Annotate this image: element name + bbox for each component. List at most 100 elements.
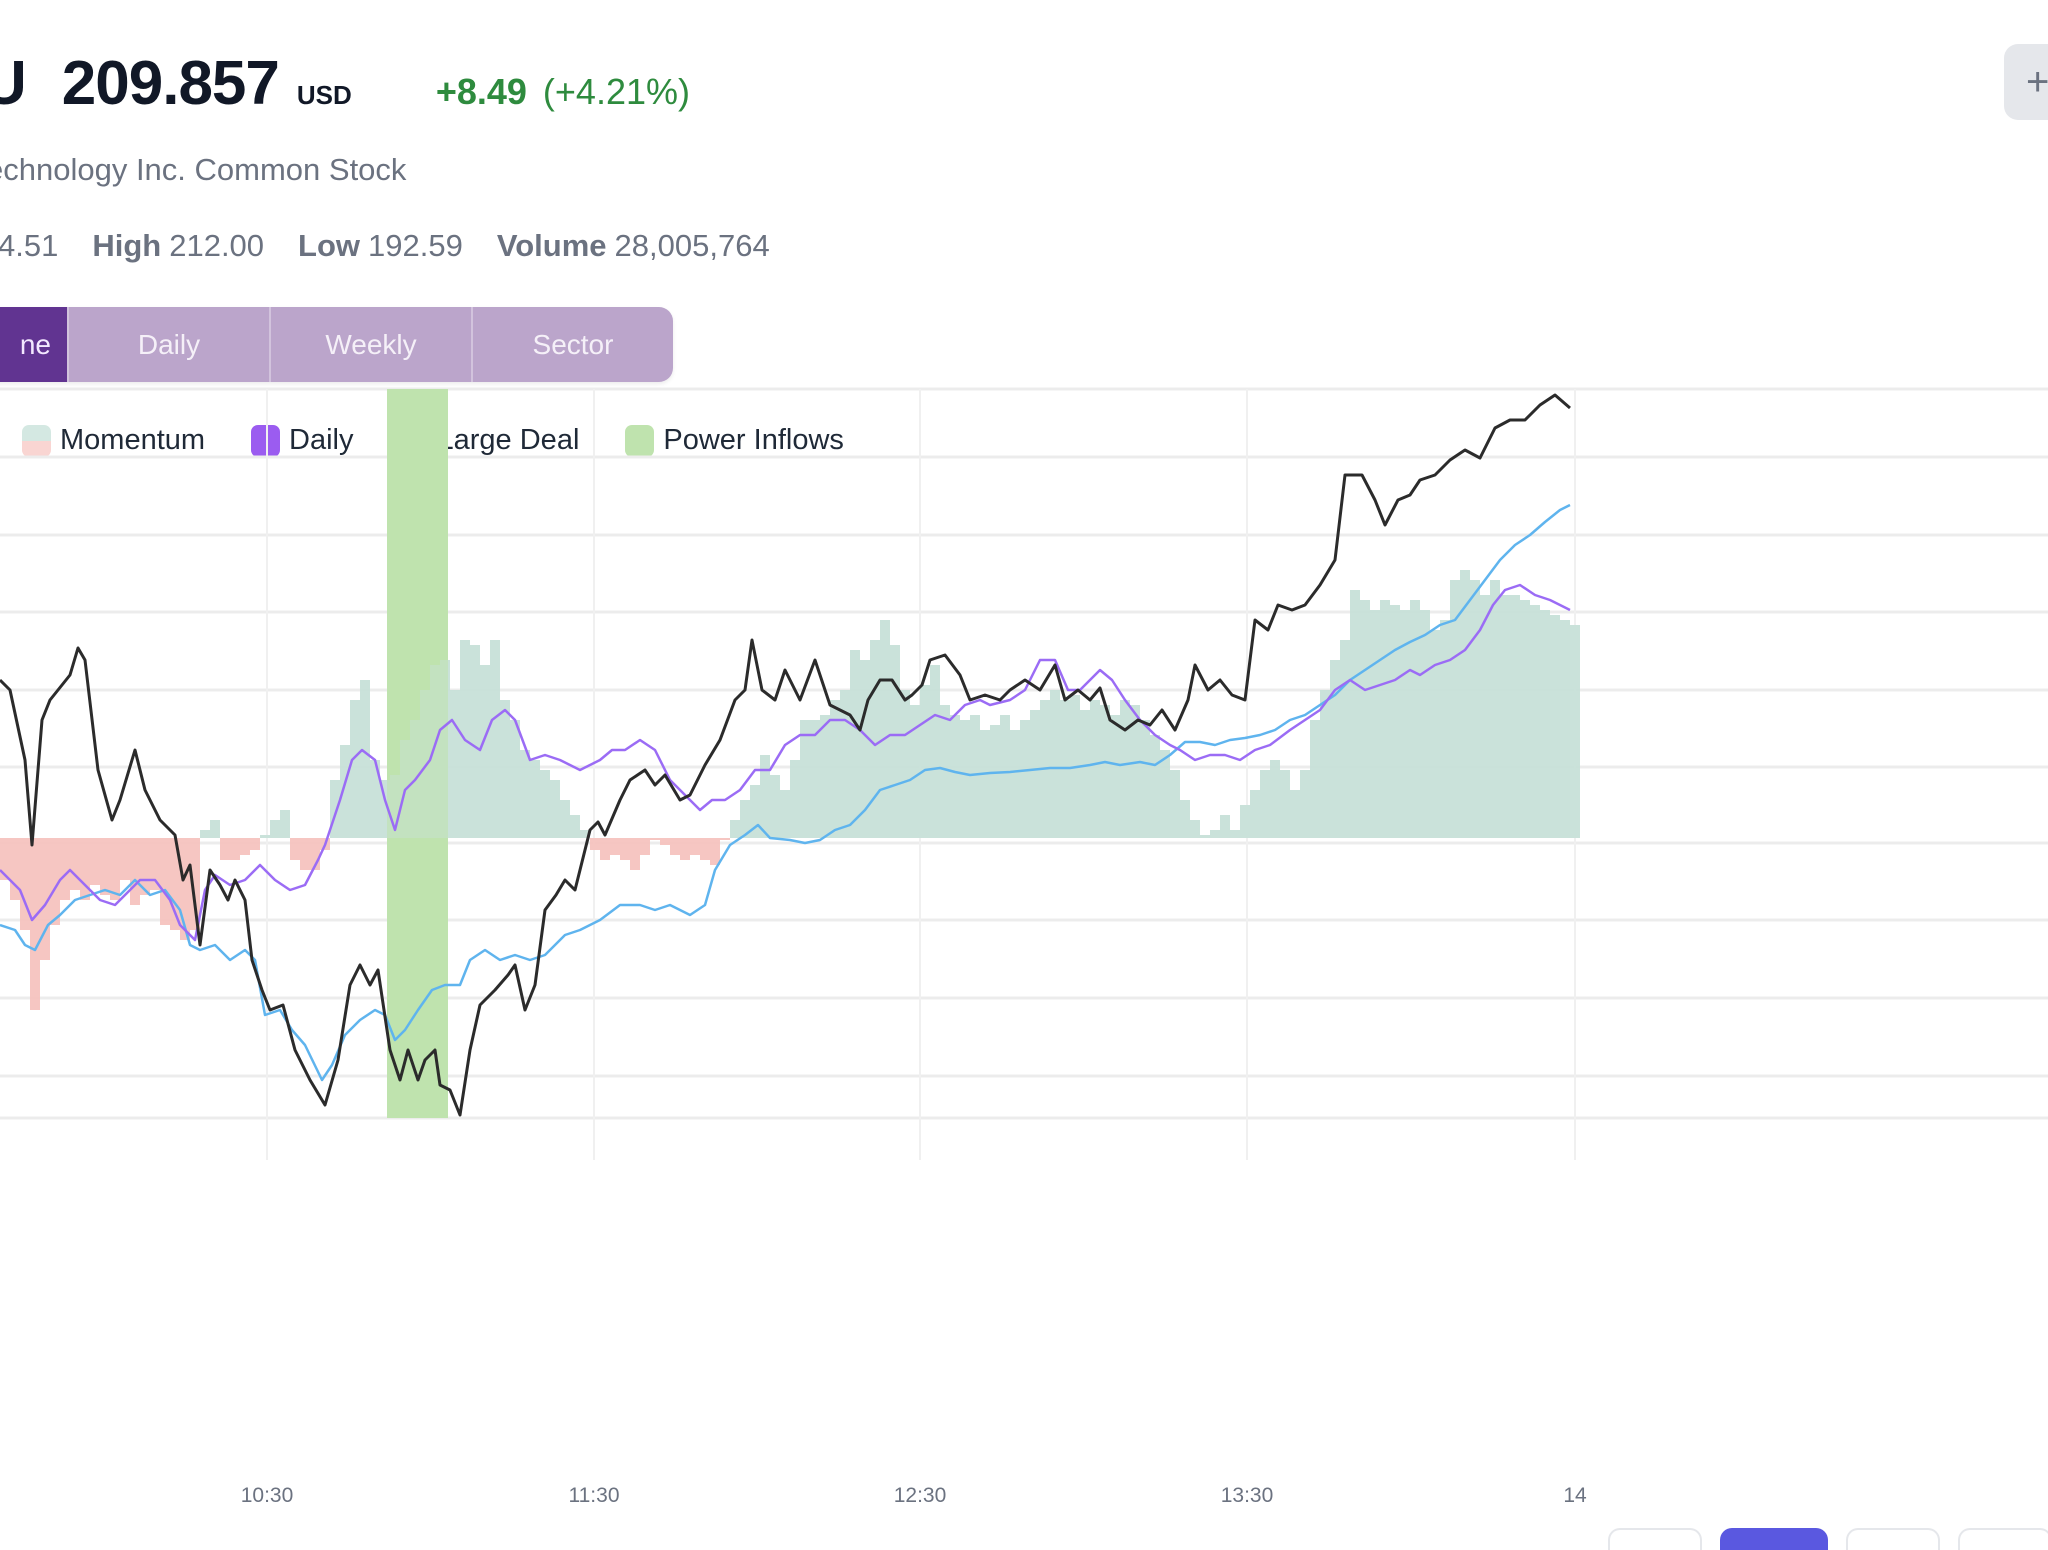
momentum-bar — [330, 780, 340, 838]
momentum-bar — [600, 838, 610, 860]
momentum-bar — [790, 760, 800, 838]
legend-large-deal[interactable]: Large Deal — [399, 424, 579, 457]
momentum-bar — [420, 690, 430, 838]
range-button[interactable] — [1720, 1528, 1828, 1550]
momentum-bar — [60, 838, 70, 900]
momentum-bar — [130, 838, 140, 905]
legend-power-inflows[interactable]: Power Inflows — [625, 424, 844, 457]
plus-icon: + — [2026, 60, 2048, 104]
power-inflows-overlay — [387, 389, 448, 1118]
momentum-bar — [560, 800, 570, 838]
momentum-bar — [920, 685, 930, 838]
momentum-bar — [780, 790, 790, 838]
momentum-bar — [400, 740, 410, 838]
momentum-bar — [1440, 620, 1450, 838]
momentum-bar — [700, 838, 710, 860]
momentum-bar — [1280, 770, 1290, 838]
momentum-bar — [1310, 720, 1320, 838]
momentum-bar — [870, 640, 880, 838]
power-inflows-band — [387, 389, 448, 1118]
momentum-bar — [160, 838, 170, 925]
momentum-bar — [1570, 625, 1580, 838]
momentum-bar — [1530, 605, 1540, 838]
momentum-bar — [730, 820, 740, 838]
price-change-percent: (+4.21%) — [542, 71, 690, 112]
momentum-bar — [150, 838, 160, 890]
momentum-bar — [1060, 700, 1070, 838]
momentum-bar — [910, 705, 920, 838]
momentum-bar — [470, 645, 480, 838]
momentum-bar — [1330, 660, 1340, 838]
momentum-bar — [500, 700, 510, 838]
quote-header: U 209.857 USD +8.49 (+4.21%) echnology I… — [0, 0, 2048, 263]
momentum-bar — [480, 665, 490, 838]
x-axis-label: 12:30 — [893, 1484, 947, 1507]
momentum-bar — [410, 720, 420, 838]
stat-low: Low 192.59 — [298, 228, 463, 263]
tab-intraday[interactable]: ne — [0, 307, 67, 382]
daily-swatch-icon — [251, 424, 281, 457]
momentum-bar — [940, 705, 950, 838]
momentum-bar — [50, 838, 60, 925]
momentum-bar — [530, 760, 540, 838]
stat-volume: Volume 28,005,764 — [496, 228, 770, 263]
momentum-bar — [850, 650, 860, 838]
momentum-bar — [1380, 600, 1390, 838]
momentum-bar — [1110, 715, 1120, 838]
x-axis-label: 13:30 — [1220, 1484, 1274, 1507]
momentum-bar — [640, 838, 650, 855]
momentum-bar — [250, 838, 260, 850]
price-change: +8.49 — [435, 71, 527, 112]
momentum-bar — [1420, 610, 1430, 838]
momentum-bar — [170, 838, 180, 930]
momentum-bar — [280, 810, 290, 838]
momentum-bar — [1010, 730, 1020, 838]
range-button[interactable] — [1846, 1528, 1940, 1550]
momentum-bar — [340, 745, 350, 838]
momentum-bar — [1390, 605, 1400, 838]
momentum-bar — [1210, 830, 1220, 838]
momentum-bar — [0, 838, 10, 880]
momentum-bar — [690, 838, 700, 855]
momentum-bar — [1230, 830, 1240, 838]
momentum-bar — [540, 770, 550, 838]
momentum-bar — [900, 690, 910, 838]
momentum-bar — [1070, 695, 1080, 838]
momentum-bar — [620, 838, 630, 860]
momentum-bar — [1450, 580, 1460, 838]
stat-open: 4.51 — [0, 228, 59, 263]
large-deal-swatch-icon — [399, 424, 429, 457]
momentum-bar — [390, 775, 400, 838]
momentum-bar — [320, 838, 330, 850]
tab-daily[interactable]: Daily — [67, 307, 269, 382]
last-price: 209.857 — [61, 49, 280, 118]
momentum-bar — [200, 830, 210, 838]
momentum-bar — [230, 838, 240, 860]
add-watchlist-button[interactable]: + — [2004, 44, 2048, 120]
tab-weekly[interactable]: Weekly — [269, 307, 471, 382]
momentum-bar — [830, 700, 840, 838]
momentum-bar — [630, 838, 640, 870]
chart-legend: Momentum Daily Large Deal Power Inflows — [22, 424, 890, 457]
momentum-bar — [1030, 710, 1040, 838]
momentum-bar — [680, 838, 690, 860]
price-row: U 209.857 USD +8.49 (+4.21%) — [0, 48, 690, 119]
momentum-bar — [440, 660, 450, 838]
tab-sector[interactable]: Sector — [471, 307, 673, 382]
momentum-bar — [1000, 715, 1010, 838]
momentum-bar — [1360, 600, 1370, 838]
momentum-bar — [450, 690, 460, 838]
momentum-bar — [960, 720, 970, 838]
legend-momentum[interactable]: Momentum — [22, 424, 205, 457]
momentum-bar — [350, 700, 360, 838]
momentum-bar — [1190, 820, 1200, 838]
momentum-bar — [190, 838, 200, 930]
legend-daily[interactable]: Daily — [251, 424, 354, 457]
momentum-bar — [120, 838, 130, 880]
momentum-bar — [360, 680, 370, 838]
range-button[interactable] — [1608, 1528, 1702, 1550]
momentum-bar — [380, 780, 390, 838]
momentum-bar — [710, 838, 720, 865]
momentum-bar — [1100, 705, 1110, 838]
range-button[interactable] — [1958, 1528, 2048, 1550]
